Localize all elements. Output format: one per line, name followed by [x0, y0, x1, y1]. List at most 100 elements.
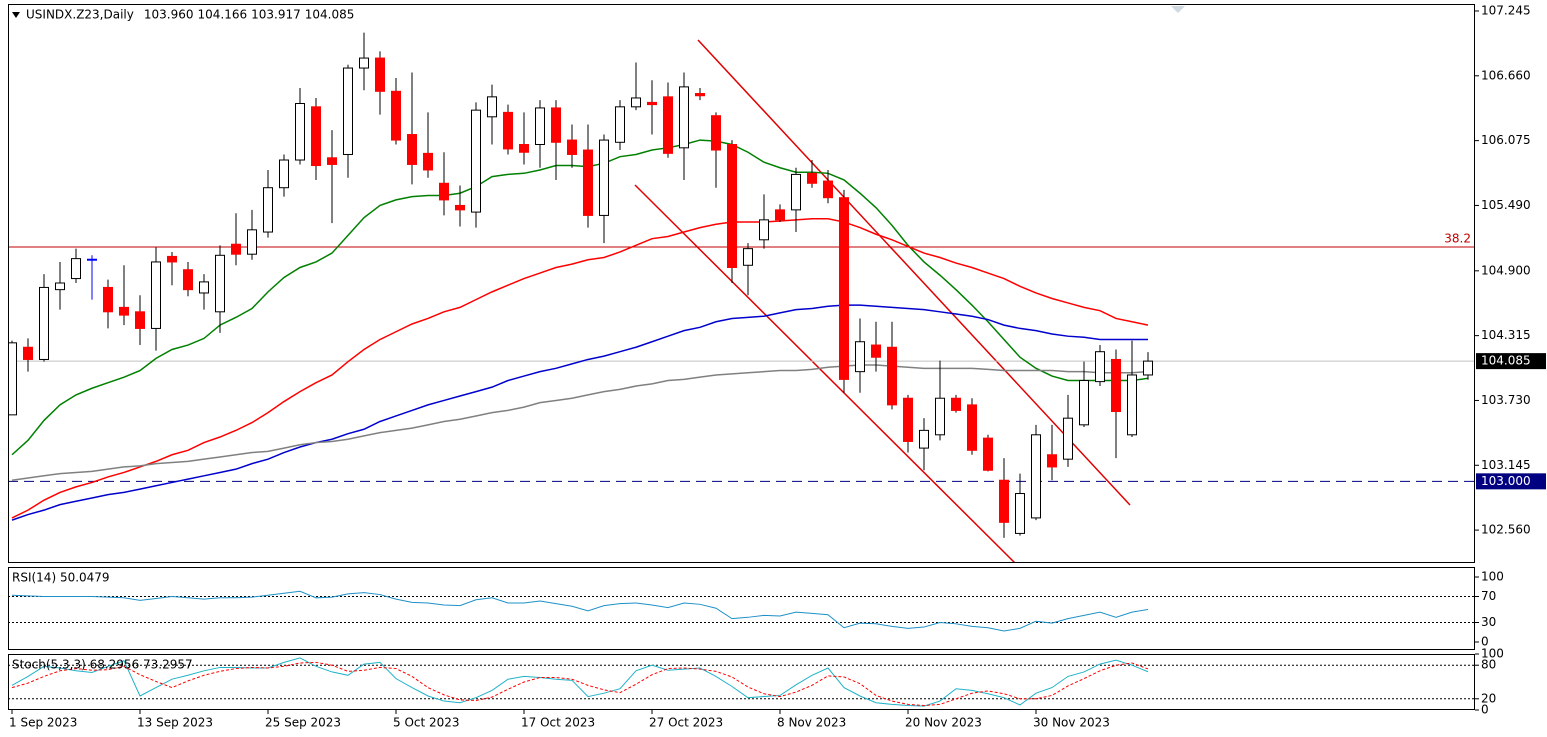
candle-body	[583, 149, 593, 216]
y-tick-label: 0	[1481, 703, 1489, 717]
candle-body	[727, 143, 737, 268]
indicator-line	[11, 590, 1149, 632]
candle-body	[599, 139, 609, 216]
x-tick-label: 17 Oct 2023	[521, 716, 595, 730]
candle-body	[311, 106, 321, 167]
pane-title: RSI(14) 50.0479	[12, 571, 110, 585]
stoch-pane	[8, 657, 1475, 707]
indicator-line	[11, 661, 1149, 707]
y-tick-label: 80	[1481, 658, 1496, 672]
candle-body	[743, 248, 753, 266]
candle-body	[871, 344, 881, 358]
candle-body	[23, 346, 33, 360]
rsi-pane	[8, 590, 1475, 632]
x-tick-label: 1 Sep 2023	[9, 716, 77, 730]
candle-body	[295, 103, 305, 161]
candle-body	[823, 180, 833, 199]
candle-body	[775, 209, 785, 221]
candle-body	[903, 397, 913, 442]
y-tick-label: 102.560	[1481, 523, 1531, 537]
pane-title: Stoch(5,3,3) 68.2956 73.2957	[12, 658, 193, 672]
last-price-label: 104.085	[1481, 354, 1531, 368]
y-tick-label: 106.075	[1481, 133, 1531, 147]
candle-body	[615, 106, 625, 143]
y-tick-label: 103.730	[1481, 393, 1531, 407]
candle-body	[1063, 417, 1073, 460]
moving-average	[11, 304, 1148, 521]
x-tick-label: 20 Nov 2023	[905, 716, 982, 730]
candle-body	[567, 139, 577, 155]
indicator-line	[11, 657, 1149, 707]
x-tick-label: 8 Nov 2023	[777, 716, 846, 730]
candle-body	[1079, 380, 1089, 426]
candle-body	[1015, 493, 1025, 534]
pane-border	[8, 4, 1475, 563]
candle-body	[1047, 454, 1057, 468]
candle-body	[103, 286, 113, 313]
candle-body	[759, 219, 769, 241]
candle-body	[695, 93, 705, 97]
y-tick-label: 20	[1481, 691, 1496, 705]
y-tick-label: 100	[1481, 570, 1504, 584]
candle-body	[375, 57, 385, 92]
y-tick-label: 105.490	[1481, 198, 1531, 212]
candle-body	[407, 134, 417, 165]
candle-body	[263, 187, 273, 233]
candle-body	[135, 311, 145, 329]
y-tick-label: 30	[1481, 615, 1496, 629]
level-label: 103.000	[1481, 474, 1531, 488]
y-tick-label: 104.900	[1481, 263, 1531, 277]
x-tick-label: 27 Oct 2023	[649, 716, 723, 730]
candle-body	[455, 204, 465, 211]
candle-body	[551, 107, 561, 143]
candle-body	[199, 281, 209, 294]
level-tag	[1476, 473, 1546, 490]
y-tick-label: 104.315	[1481, 328, 1531, 342]
last-price-tag	[1476, 353, 1546, 370]
title-value: 104.166	[197, 8, 247, 22]
title-value: 103.917	[251, 8, 301, 22]
pane-border	[8, 567, 1475, 650]
title-value: 104.085	[305, 8, 355, 22]
level-label: 38.2	[1444, 231, 1471, 245]
moving-average	[11, 139, 1149, 456]
y-tick-label: 106.660	[1481, 68, 1531, 82]
candle-body	[359, 57, 369, 69]
candle-body	[983, 437, 993, 471]
title-value: 103.960	[144, 8, 194, 22]
candle-body	[519, 143, 529, 153]
candle-body	[471, 109, 481, 213]
channel-line	[634, 184, 1016, 563]
candle-body	[279, 159, 289, 189]
candle-body	[647, 101, 657, 106]
candle-body	[679, 86, 689, 149]
candle-body	[791, 173, 801, 211]
moving-average	[11, 217, 1149, 519]
candle-body	[247, 229, 257, 255]
shift-marker	[1171, 6, 1185, 13]
candle-body	[807, 172, 817, 184]
x-tick-label: 30 Nov 2023	[1033, 716, 1110, 730]
candle-body	[839, 197, 849, 380]
candle-body	[391, 90, 401, 141]
candle-body	[935, 397, 945, 436]
x-tick-label: 5 Oct 2023	[393, 716, 460, 730]
candle-body	[439, 182, 449, 201]
candle-body	[8, 342, 17, 416]
candle-body	[535, 107, 545, 145]
channel-line	[697, 39, 1131, 506]
candle-body	[967, 404, 977, 451]
candle-body	[1127, 374, 1137, 436]
candle-body	[1031, 434, 1041, 519]
candle-body	[855, 341, 865, 373]
candle-body	[951, 397, 961, 411]
candle-body	[327, 157, 337, 165]
candle-body	[487, 96, 497, 118]
candle-body	[231, 243, 241, 255]
candle-body	[215, 254, 225, 313]
candle-body	[423, 152, 433, 171]
y-tick-label: 0	[1481, 635, 1489, 649]
pane-border	[8, 654, 1475, 710]
